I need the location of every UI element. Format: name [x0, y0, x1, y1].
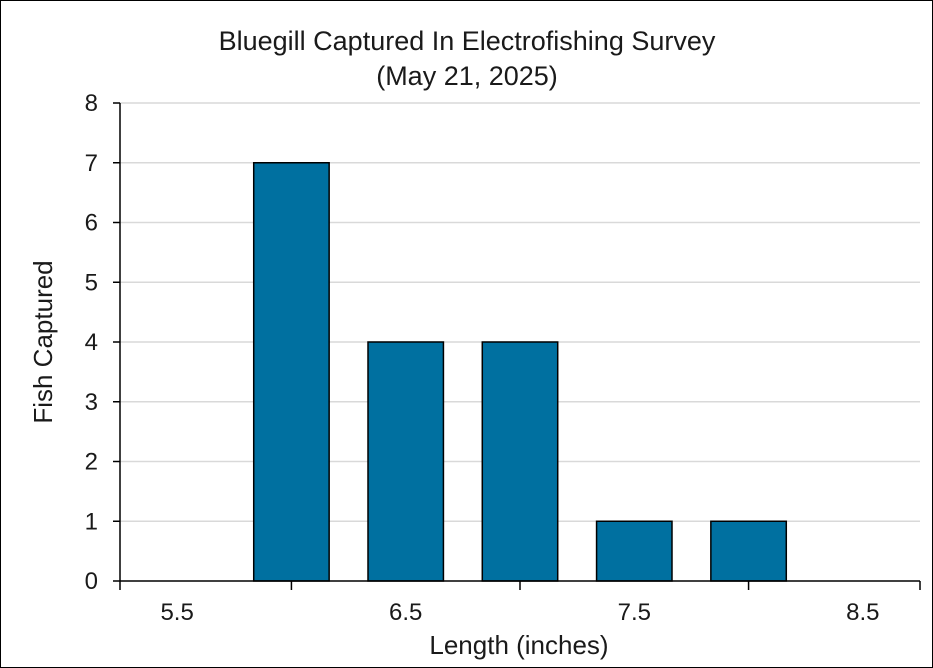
x-tick-label: 6.5: [389, 599, 422, 626]
x-tick-label: 8.5: [846, 599, 879, 626]
x-tick-label: 7.5: [618, 599, 651, 626]
x-tick-labels: 5.5 6.5 7.5 8.5: [119, 581, 921, 626]
y-tick-label: 6: [85, 210, 98, 237]
bars: [252, 162, 788, 582]
y-axis-title: Fish Captured: [28, 260, 58, 423]
y-tick-label: 7: [85, 150, 98, 177]
y-tick-label: 0: [85, 568, 98, 595]
y-tick-label: 4: [85, 329, 98, 356]
y-tick-label: 5: [85, 269, 98, 296]
x-axis-title: Length (inches): [429, 630, 608, 660]
y-tick-labels: 0 1 2 3 4 5 6 7 8: [85, 90, 120, 595]
y-tick-label: 1: [85, 508, 98, 535]
x-tick-label: 5.5: [160, 599, 193, 626]
bar-5: [710, 520, 788, 582]
chart-title: Bluegill Captured In Electrofishing Surv…: [219, 26, 716, 56]
y-tick-label: 3: [85, 389, 98, 416]
bar-1: [252, 162, 330, 582]
bar-3: [481, 341, 559, 582]
bar-4: [595, 520, 673, 582]
y-tick-label: 8: [85, 90, 98, 117]
y-tick-label: 2: [85, 449, 98, 476]
chart-subtitle: (May 21, 2025): [376, 61, 558, 91]
bar-2: [367, 341, 445, 582]
